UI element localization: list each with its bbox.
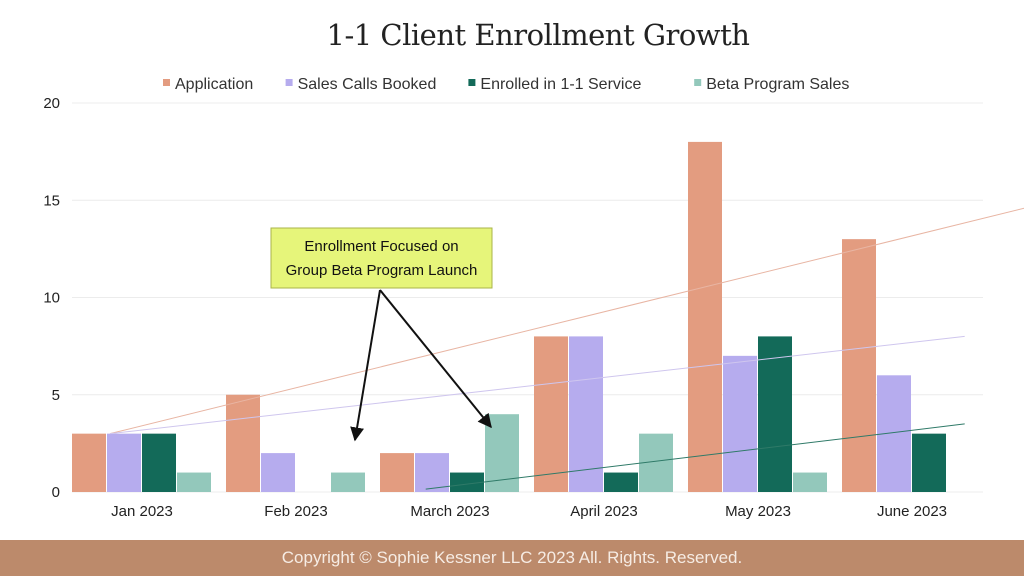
legend-label-enrolled-in-1-1-service: Enrolled in 1-1 Service [480, 76, 641, 93]
trendline-application [109, 207, 1024, 435]
bar-enrolled-in-1-1-service-april-2023 [604, 472, 638, 492]
bar-application-april-2023 [534, 336, 568, 492]
bar-beta-program-sales-jan-2023 [177, 472, 211, 492]
axes: 0 5 10 15 20 Jan 2023 Feb 2023 March 2023 April … [43, 95, 947, 520]
bar-application-may-2023 [688, 141, 722, 492]
legend-swatch-application [163, 79, 170, 86]
bar-enrolled-in-1-1-service-jan-2023 [142, 433, 176, 492]
bar-beta-program-sales-may-2023 [793, 472, 827, 492]
annotation-arrow-feb [350, 289, 381, 442]
bar-enrolled-in-1-1-service-march-2023 [450, 472, 484, 492]
annotation-text-line-2: Group Beta Program Launch [286, 262, 478, 279]
bar-application-feb-2023 [226, 394, 260, 492]
y-tick-label-5: 5 [52, 387, 60, 404]
bar-sales-calls-booked-april-2023 [569, 336, 603, 492]
x-tick-label-june-2023: June 2023 [877, 503, 947, 520]
x-tick-label-may-2023: May 2023 [725, 503, 791, 520]
bar-application-jan-2023 [72, 433, 106, 492]
legend-label-sales-calls-booked: Sales Calls Booked [298, 76, 437, 93]
legend-swatch-beta-program-sales [694, 79, 702, 86]
x-tick-label-feb-2023: Feb 2023 [264, 503, 327, 520]
trendlines [109, 207, 1024, 490]
bar-enrolled-in-1-1-service-june-2023 [912, 433, 946, 492]
legend-label-beta-program-sales: Beta Program Sales [706, 76, 849, 93]
trendline-sales-calls-booked [109, 335, 965, 435]
x-tick-label-jan-2023: Jan 2023 [111, 503, 173, 520]
x-tick-label-march-2023: March 2023 [410, 503, 489, 520]
annotation-text-line-1: Enrollment Focused on [304, 238, 458, 255]
bar-application-march-2023 [380, 453, 414, 492]
bars [72, 141, 946, 492]
annotation: Enrollment Focused on Group Beta Program … [270, 227, 493, 442]
footer-bar: Copyright © Sophie Kessner LLC 2023 All.… [0, 540, 1024, 576]
y-tick-label-15: 15 [43, 192, 60, 209]
chart-svg: 0 5 10 15 20 Jan 2023 Feb 2023 March 2023 April … [43, 76, 1024, 520]
chart-title: 1-1 Client Enrollment Growth [326, 18, 750, 52]
copyright-text: Copyright © Sophie Kessner LLC 2023 All.… [281, 548, 743, 567]
bar-sales-calls-booked-march-2023 [415, 453, 449, 492]
bar-sales-calls-booked-jan-2023 [107, 433, 141, 492]
legend: Application Sales Calls Booked Enrolled in… [163, 76, 849, 93]
y-tick-label-0: 0 [52, 484, 60, 501]
legend-label-application: Application [175, 76, 253, 93]
y-tick-label-10: 10 [43, 290, 60, 307]
bar-enrolled-in-1-1-service-may-2023 [758, 336, 792, 492]
bar-sales-calls-booked-may-2023 [723, 355, 757, 492]
trendline-enrolled-in-1-1-service [425, 423, 965, 490]
bar-application-june-2023 [842, 239, 876, 492]
annotation-box [270, 227, 493, 289]
legend-swatch-sales-calls-booked [285, 79, 293, 86]
bar-sales-calls-booked-feb-2023 [261, 453, 295, 492]
y-tick-label-20: 20 [43, 95, 60, 112]
x-tick-label-april-2023: April 2023 [570, 503, 638, 520]
grid-lines [72, 102, 983, 493]
bar-beta-program-sales-feb-2023 [331, 472, 365, 492]
annotation-arrow-march [379, 289, 492, 429]
legend-swatch-enrolled-in-1-1-service [468, 79, 476, 86]
